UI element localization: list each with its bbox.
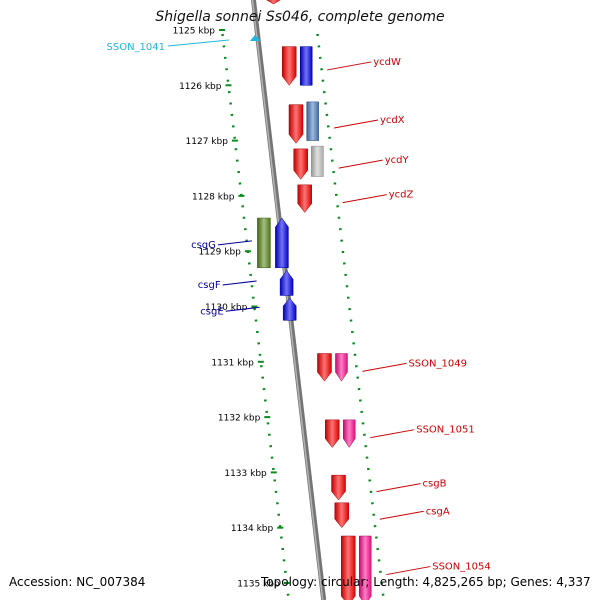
gene-block-forward-inner <box>358 535 372 600</box>
gene-labels: ycdW ycdX ycdY ycdZ SSON_1049 SSON_1051 csgB cs… <box>107 35 491 576</box>
gene-label-ycdX: ycdX <box>380 115 405 126</box>
gene-arrow-csgF <box>279 270 294 296</box>
gene-label-SSON_1051: SSON_1051 <box>416 425 475 436</box>
gene-label-leader <box>217 240 252 246</box>
gene-label-SSON_1049: SSON_1049 <box>408 358 467 369</box>
gene-label-leader <box>386 566 431 576</box>
gene-block-reverse-outer <box>257 217 271 269</box>
gene-label-leader <box>379 510 424 520</box>
gene-block-forward-inner <box>306 101 319 141</box>
gene-label-leader <box>362 362 407 372</box>
gene-label-ycdZ: ycdZ <box>389 190 414 201</box>
gene-arrow-csgE <box>282 297 297 321</box>
gene-features <box>257 0 372 600</box>
gene-label-leader <box>342 194 387 204</box>
ruler-tick-label: 1126 kbp <box>179 82 222 92</box>
ruler-tick-label: 1131 kbp <box>211 358 254 368</box>
ruler-tick-label: 1129 kbp <box>198 248 241 258</box>
gene-label-leader <box>225 306 260 312</box>
accession-text: Accession: NC_007384 <box>9 575 146 589</box>
ruler-tick-label: 1125 kbp <box>173 27 216 37</box>
ruler-tick-label: 1130 kbp <box>205 303 248 313</box>
gene-label-leader <box>222 280 257 286</box>
gene-label-csgE: csgE <box>200 306 223 317</box>
ruler-tick-label: 1135 kbp <box>237 580 280 590</box>
gene-label-csgA: csgA <box>426 506 450 517</box>
ruler-left-dots <box>221 33 290 600</box>
ruler-tick-label: 1127 kbp <box>186 137 229 147</box>
ruler-tick-label: 1133 kbp <box>224 469 267 479</box>
gene-block-forward-inner <box>299 46 313 86</box>
gene-arrow-csgG <box>275 217 289 269</box>
ruler: 1125 kbp 1126 kbp 1127 kbp 1128 kbp 1129 kbp… <box>173 27 385 600</box>
gene-label-csgF: csgF <box>198 280 221 291</box>
gene-arrow-partial-top <box>266 0 281 5</box>
gene-arrow-ycdW <box>281 46 297 86</box>
gene-arrow-SSON_1049 <box>317 353 332 382</box>
gene-block-forward-inner <box>335 353 348 382</box>
gene-arrow-SSON_1051 <box>324 419 340 448</box>
gene-label-csgG: csgG <box>191 240 216 251</box>
ruler-right-dots <box>316 33 385 600</box>
gene-label-leader <box>327 61 372 71</box>
gene-label-ycdW: ycdW <box>373 57 401 68</box>
gene-label-leader <box>370 429 415 439</box>
backbone-highlight <box>251 0 324 600</box>
genome-title: Shigella sonnei Ss046, complete genome <box>155 9 445 25</box>
gene-arrow-csgB <box>331 474 346 501</box>
marker-triangle <box>249 35 261 41</box>
gene-block-forward-inner <box>311 145 324 177</box>
gene-label-csgB: csgB <box>423 479 447 490</box>
gene-arrow-ycdX <box>288 104 304 144</box>
gene-label-leader <box>376 483 421 493</box>
ruler-tick-label: 1134 kbp <box>231 524 274 534</box>
gene-block-forward-inner <box>342 419 356 448</box>
genome-summary: Topology: circular; Length: 4,825,265 bp… <box>261 575 591 589</box>
gene-label-leader <box>333 119 379 129</box>
gene-arrow-csgA <box>334 502 350 529</box>
ruler-tick-label: 1132 kbp <box>218 414 261 424</box>
gene-arrow-ycdZ <box>297 184 312 213</box>
gene-label-leader <box>338 159 383 169</box>
gene-arrow-SSON_1054 <box>340 535 356 600</box>
gene-label-marker: SSON_1041 <box>107 42 166 53</box>
gene-label-SSON_1054: SSON_1054 <box>432 562 491 573</box>
marker-leader <box>167 39 229 47</box>
gene-label-ycdY: ycdY <box>385 155 410 166</box>
gene-arrow-ycdY <box>293 148 308 180</box>
ruler-tick-label: 1128 kbp <box>192 192 235 202</box>
